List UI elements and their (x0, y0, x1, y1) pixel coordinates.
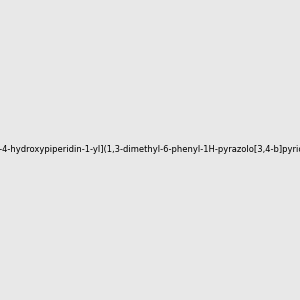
Text: [4-(4-chlorophenyl)-4-hydroxypiperidin-1-yl](1,3-dimethyl-6-phenyl-1H-pyrazolo[3: [4-(4-chlorophenyl)-4-hydroxypiperidin-1… (0, 146, 300, 154)
